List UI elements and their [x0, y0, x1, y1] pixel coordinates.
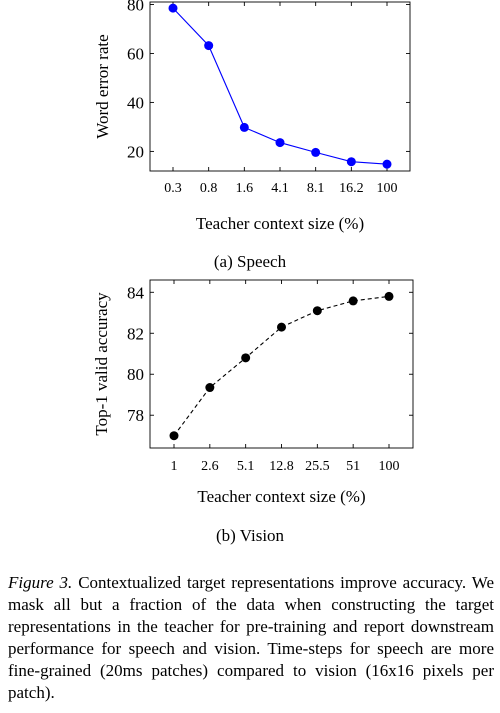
- vision-data-point: [312, 306, 322, 316]
- vision-x-tick-label: 100: [379, 459, 400, 474]
- speech-data-point: [382, 159, 392, 169]
- speech-x-tick-label: 0.3: [164, 181, 182, 196]
- speech-y-tick-label: 60: [127, 44, 144, 63]
- vision-y-tick-label: 78: [127, 406, 144, 425]
- figure-caption-text: Contextualized target representations im…: [8, 573, 494, 702]
- speech-data-point: [239, 122, 249, 132]
- speech-chart: 0.3 0.8 1.6 4.1 8.1 16.2 100 20 40 60 80 Teacher co…: [93, 0, 411, 271]
- speech-data-point: [204, 41, 214, 51]
- speech-y-axis-label: Word error rate: [93, 34, 112, 138]
- speech-x-axis-label: Teacher context size (%): [196, 214, 364, 233]
- vision-data-point: [169, 431, 179, 441]
- vision-y-tick-label: 82: [127, 324, 144, 343]
- vision-x-tick-label: 2.6: [201, 459, 219, 474]
- vision-subcaption: (b) Vision: [216, 526, 285, 545]
- speech-x-tick-label: 8.1: [307, 181, 325, 196]
- speech-x-tick-label: 16.2: [339, 181, 364, 196]
- vision-data-point: [277, 322, 286, 332]
- speech-y-tick-label: 80: [127, 0, 144, 14]
- vision-y-tick-label: 80: [127, 365, 144, 384]
- vision-x-tick-label: 51: [346, 459, 360, 474]
- speech-x-tick-label: 1.6: [236, 181, 254, 196]
- speech-y-tick-label: 20: [127, 142, 144, 161]
- vision-chart: 1 2.6 5.1 12.8 25.5 51 100 78 80 82 84 Teacher cont…: [92, 279, 414, 545]
- vision-y-axis-label: Top-1 valid accuracy: [92, 292, 111, 436]
- vision-data-point: [348, 296, 358, 306]
- vision-data-point: [205, 383, 215, 393]
- vision-plot-frame: [149, 279, 414, 449]
- figure-label: Figure 3.: [8, 573, 73, 592]
- speech-data-point: [168, 3, 178, 13]
- vision-y-tick-label: 84: [127, 283, 145, 302]
- speech-data-point: [275, 138, 285, 148]
- speech-data-point: [346, 157, 356, 167]
- vision-data-point: [384, 291, 394, 301]
- vision-series-line: [173, 295, 390, 437]
- speech-y-tick-label: 40: [127, 93, 144, 112]
- speech-x-tick-label: 4.1: [271, 181, 289, 196]
- speech-x-tick-label: 0.8: [200, 181, 218, 196]
- vision-data-point: [241, 353, 251, 363]
- vision-x-tick-label: 25.5: [305, 459, 330, 474]
- vision-x-axis-label: Teacher context size (%): [197, 487, 365, 506]
- speech-data-point: [311, 147, 321, 157]
- speech-x-tick-label: 100: [377, 181, 398, 196]
- vision-x-tick-label: 12.8: [269, 459, 294, 474]
- vision-x-tick-label: 1: [171, 459, 178, 474]
- figure-caption: Figure 3. Contextualized target represen…: [8, 572, 494, 704]
- speech-subcaption: (a) Speech: [214, 252, 287, 271]
- vision-x-tick-label: 5.1: [237, 459, 255, 474]
